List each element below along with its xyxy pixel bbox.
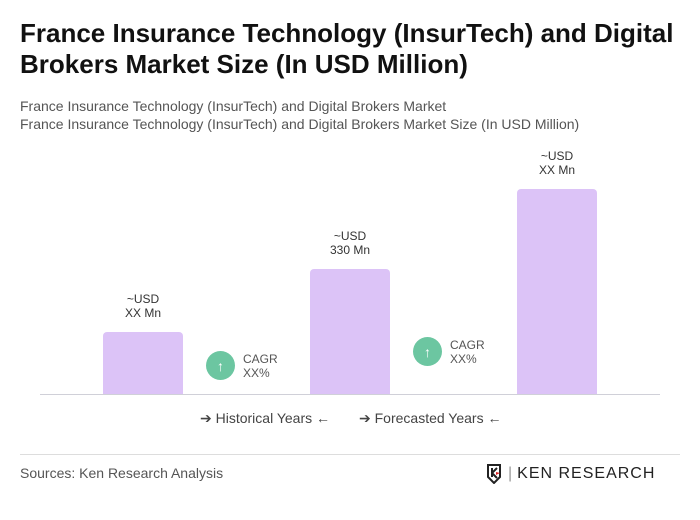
cagr-value: XX% [243,365,270,380]
divider [20,454,680,455]
bar [103,331,183,394]
arrow-right-icon: ➔ [200,410,212,426]
cagr-label: CAGR [243,351,278,366]
legend-forecasted: ➔ Forecasted Years ← [359,410,501,427]
arrow-up-icon: ↑ [206,351,235,380]
data-label: ~USD 330 Mn [290,229,410,257]
chart-title: France Insurance Technology (InsurTech) … [20,18,674,79]
bar-chart: ↑ CAGR XX% ↑ CAGR XX% ➔ Historical Years ←… [40,149,660,427]
cagr-badge: ↑ CAGR XX% [413,337,485,366]
arrow-left-icon: ← [316,410,331,426]
source-text: Sources: Ken Research Analysis [20,465,224,481]
data-label: ~USD XX Mn [497,149,617,177]
logo-icon [487,464,501,484]
bar [310,269,390,394]
chart-subtitle: France Insurance Technology (InsurTech) … [20,98,447,114]
bar [517,188,597,394]
data-label-line: ~USD [333,229,367,243]
data-label-line: XX Mn [538,162,575,177]
legend-historical: ➔ Historical Years ← [200,410,330,427]
data-label-line: 330 Mn [329,243,371,257]
data-label-line: XX Mn [124,305,161,320]
legend-label: Forecasted Years [374,410,484,426]
data-label-line: ~USD [540,148,574,163]
cagr-value: XX% [450,351,477,366]
data-label-line: ~USD [126,291,160,306]
arrow-up-icon: ↑ [413,337,442,366]
ken-research-logo: | KEN RESEARCH [486,464,655,484]
arrow-right-icon: ➔ [359,410,371,426]
logo-text: KEN RESEARCH [517,465,656,482]
cagr-badge: ↑ CAGR XX% [206,351,278,380]
arrow-left-icon: ← [487,410,502,426]
legend-label: Historical Years [215,410,313,426]
chart-subtitle-2: France Insurance Technology (InsurTech) … [20,116,580,132]
x-axis [40,394,660,395]
data-label: ~USD XX Mn [83,292,203,320]
cagr-label: CAGR [450,337,485,352]
